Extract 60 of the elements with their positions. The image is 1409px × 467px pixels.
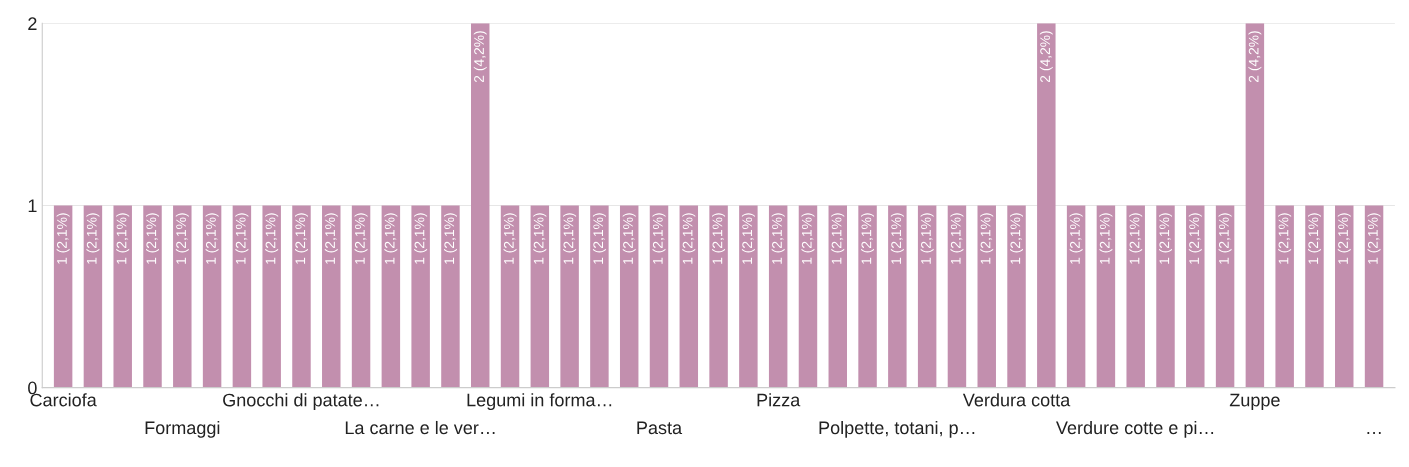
- x-tick-label: Pasta: [637, 421, 683, 435]
- data-label: 1 (2,1%): [1010, 213, 1023, 264]
- data-label: 1 (2,1%): [235, 213, 249, 264]
- data-label: 1 (2,1%): [295, 213, 308, 264]
- data-label: 1 (2,1%): [1099, 213, 1113, 264]
- x-tick-label: Carciofa: [30, 393, 97, 407]
- data-label: 1 (2,1%): [354, 213, 368, 264]
- data-label: 1 (2,1%): [56, 213, 70, 264]
- data-label: 1 (2,1%): [622, 213, 636, 264]
- data-label: 1 (2,1%): [1367, 213, 1381, 264]
- y-tick-label: 2: [28, 17, 37, 30]
- data-label: 1 (2,1%): [414, 213, 428, 264]
- data-label: 1 (2,1%): [1307, 213, 1321, 264]
- x-tick-label: …: [1367, 432, 1381, 435]
- data-label: 1 (2,1%): [265, 213, 279, 264]
- data-label: 1 (2,1%): [1159, 213, 1172, 264]
- data-label: 1 (2,1%): [563, 213, 577, 264]
- data-label: 1 (2,1%): [86, 213, 100, 264]
- data-label: 1 (2,1%): [592, 213, 606, 264]
- x-tick-label: Zuppe: [1229, 393, 1280, 410]
- x-tick-label: La carne e le ver…: [345, 420, 495, 435]
- data-label: 1 (2,1%): [950, 213, 964, 264]
- data-label: 1 (2,1%): [1337, 213, 1351, 264]
- data-label: 1 (2,1%): [533, 213, 547, 264]
- data-label: 1 (2,1%): [890, 213, 904, 264]
- data-label: 1 (2,1%): [384, 213, 398, 264]
- data-label: 1 (2,1%): [1188, 213, 1202, 264]
- data-label: 1 (2,1%): [741, 213, 755, 264]
- data-label: 1 (2,1%): [652, 213, 666, 264]
- data-label: 1 (2,1%): [1069, 213, 1083, 264]
- x-tick-label: Formaggi: [145, 420, 220, 438]
- data-label: 1 (2,1%): [205, 213, 219, 264]
- x-tick-label: Verdure cotte e pi…: [1056, 420, 1214, 438]
- x-tick-label: Legumi in forma…: [467, 393, 612, 410]
- data-label: 1 (2,1%): [980, 213, 994, 264]
- data-label: 1 (2,1%): [1278, 213, 1292, 264]
- data-label: 1 (2,1%): [771, 213, 785, 264]
- data-label: 1 (2,1%): [175, 213, 189, 264]
- data-label: 1 (2,1%): [1129, 213, 1143, 264]
- x-tick-label: Verdura cotta: [962, 393, 1071, 407]
- data-label: 1 (2,1%): [443, 213, 457, 264]
- data-label: 1 (2,1%): [831, 213, 845, 264]
- data-label: 2 (4,2%): [1248, 31, 1262, 83]
- data-label: 1 (2,1%): [861, 213, 875, 264]
- data-label: 2 (4,2%): [473, 31, 487, 83]
- data-label: 1 (2,1%): [920, 213, 934, 264]
- data-label: 1 (2,1%): [116, 213, 130, 264]
- data-label: 1 (2,1%): [146, 213, 159, 264]
- x-tick-label: Polpette, totani, p…: [819, 420, 975, 438]
- y-tick-label: 1: [28, 199, 37, 213]
- data-label: 1 (2,1%): [801, 213, 815, 264]
- y-tick-label: 0: [28, 381, 37, 395]
- data-label: 1 (2,1%): [1218, 213, 1232, 264]
- data-label: 1 (2,1%): [324, 213, 338, 264]
- data-label: 2 (4,2%): [1039, 31, 1053, 83]
- x-tick-label: Pizza: [757, 393, 801, 407]
- x-tick-label: Gnocchi di patate…: [223, 393, 379, 410]
- data-label: 1 (2,1%): [682, 213, 696, 264]
- data-label: 1 (2,1%): [503, 213, 517, 264]
- data-label: 1 (2,1%): [712, 213, 726, 264]
